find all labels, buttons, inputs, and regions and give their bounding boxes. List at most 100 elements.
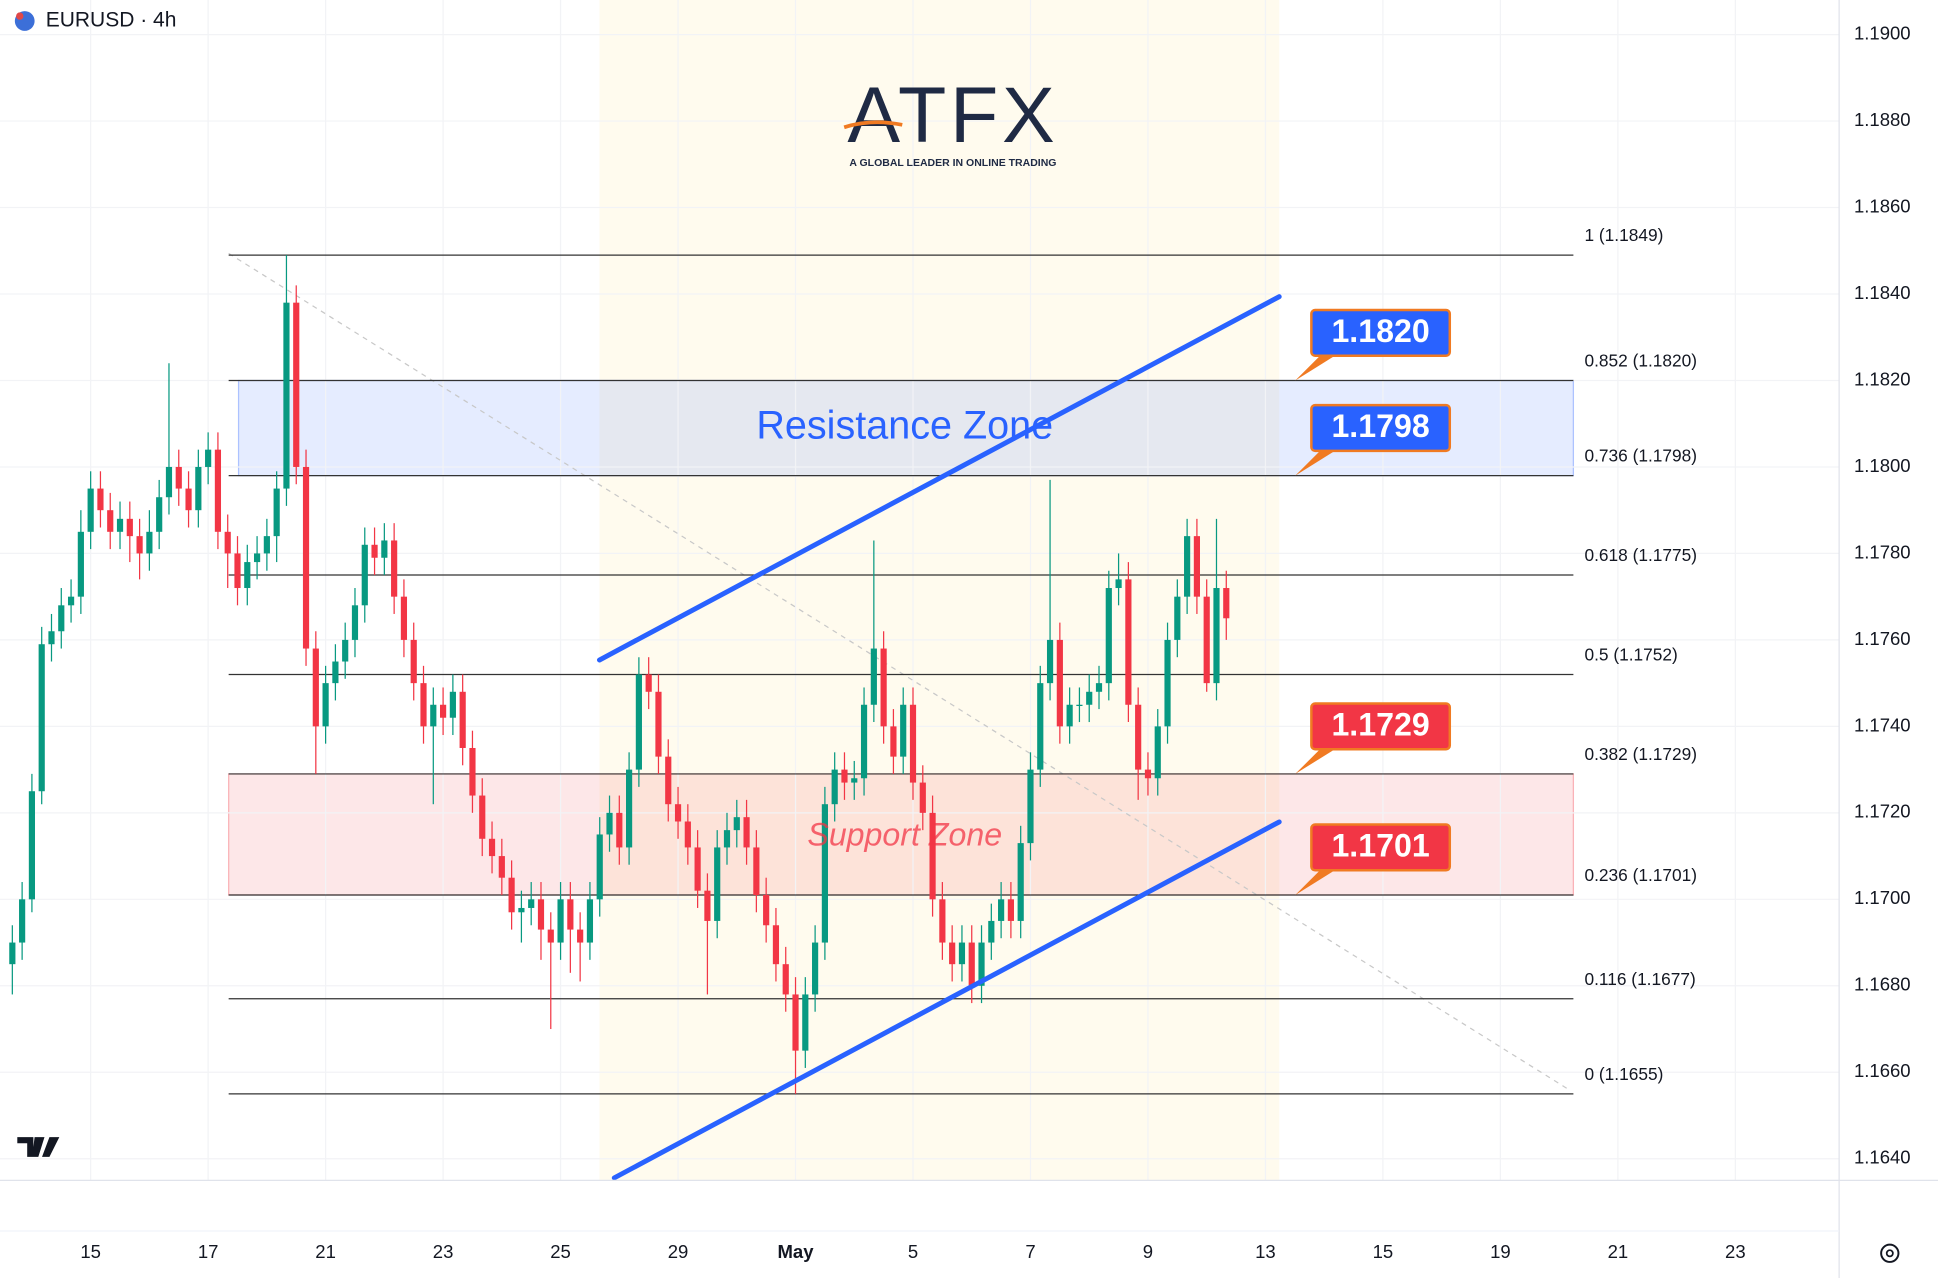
candle-body	[763, 894, 770, 926]
candle-body	[205, 449, 212, 467]
tv-logo	[17, 1137, 60, 1157]
candle-body	[136, 536, 143, 554]
candle-body	[28, 791, 36, 900]
x-tick-label: 5	[908, 1241, 918, 1262]
candle-body	[812, 942, 819, 995]
candle-body	[919, 782, 926, 813]
candle-body	[1037, 683, 1044, 770]
candle-body	[479, 795, 486, 839]
candle-body	[792, 994, 799, 1051]
candle-body	[1066, 704, 1073, 727]
candle-body	[420, 683, 427, 727]
candle-body	[831, 769, 838, 805]
candle-body	[635, 674, 642, 770]
candle-body	[684, 821, 691, 848]
callouts: 1.1820 1.1798 1.1729 1.1701	[1295, 308, 1452, 895]
logo-swoosh	[843, 120, 903, 130]
fib-label: 1 (1.1849)	[1585, 225, 1664, 245]
candle-body	[900, 704, 907, 757]
candle-body	[606, 812, 613, 835]
candle-body	[988, 920, 995, 943]
x-tick-label: 17	[198, 1241, 219, 1262]
candle-body	[439, 704, 447, 718]
candle-body	[498, 856, 505, 878]
candle-body	[596, 834, 603, 900]
candle-body	[547, 929, 554, 943]
candles	[9, 255, 1230, 1094]
candle-body	[156, 497, 163, 532]
candle-body	[586, 899, 594, 943]
candle-body	[185, 488, 192, 511]
fib-label: 0.382 (1.1729)	[1585, 744, 1698, 764]
candle-body	[58, 605, 65, 632]
x-tick-label: 29	[668, 1241, 689, 1262]
candle-body	[508, 877, 515, 913]
fib-levels: 1 (1.1849) 0.852 (1.1820) 0.736 (1.1798) 0.…	[228, 225, 1698, 1095]
y-tick-label: 1.1780	[1854, 541, 1911, 562]
candle-body	[1144, 769, 1152, 779]
y-tick-label: 1.1680	[1854, 974, 1911, 995]
settings-icon[interactable]	[1880, 1243, 1900, 1263]
y-tick-label: 1.1720	[1854, 801, 1911, 822]
zone-labels: Resistance Zone Support Zone	[756, 403, 1053, 852]
candle-body	[1056, 639, 1063, 727]
x-tick-label: 23	[433, 1241, 454, 1262]
x-tick-label: 25	[550, 1241, 571, 1262]
fib-label: 0.852 (1.1820)	[1585, 351, 1698, 371]
logo: ATFX A GLOBAL LEADER IN ONLINE TRADING	[843, 70, 1056, 169]
callout-label: 1.1820	[1331, 313, 1429, 349]
candle-body	[244, 562, 251, 589]
settings-gear[interactable]	[1880, 1243, 1900, 1263]
candle-body	[694, 847, 701, 891]
x-tick-label: May	[778, 1241, 815, 1262]
candle-body	[107, 510, 114, 532]
candle-body	[537, 899, 545, 930]
candle-body	[645, 674, 652, 692]
candle-body	[1223, 588, 1230, 619]
candle-body	[283, 302, 290, 489]
logo-tagline: A GLOBAL LEADER IN ONLINE TRADING	[849, 157, 1056, 169]
candle-body	[67, 596, 75, 606]
candle-body	[126, 518, 133, 537]
y-tick-label: 1.1900	[1854, 22, 1911, 43]
candle-body	[459, 691, 466, 748]
fib-label: 0.736 (1.1798)	[1585, 446, 1698, 466]
y-tick-label: 1.1840	[1854, 282, 1911, 303]
callout-box	[1310, 702, 1452, 751]
candle-body	[19, 899, 26, 943]
candle-body	[518, 907, 525, 913]
x-tick-label: 15	[80, 1241, 101, 1262]
candle-body	[1174, 596, 1181, 640]
header: EURUSD · 4h	[14, 9, 176, 32]
candle-body	[469, 747, 476, 796]
candle-body	[655, 691, 662, 757]
candle-body	[77, 531, 84, 597]
callout-label: 1.1729	[1331, 706, 1429, 742]
x-tick-label: 13	[1255, 1241, 1276, 1262]
candle-body	[253, 553, 261, 563]
candle-body	[567, 899, 574, 930]
candle-body	[1203, 596, 1210, 684]
x-tick-label: 7	[1025, 1241, 1035, 1262]
callout-label: 1.1798	[1331, 408, 1429, 444]
candle-body	[312, 648, 319, 727]
axes: 1.1900 1.1880 1.1860 1.1840 1.1820 1.1800 1.17…	[80, 22, 1910, 1262]
candle-body	[880, 648, 887, 727]
fib-label: 0.236 (1.1701)	[1585, 865, 1698, 885]
candle-body	[1193, 536, 1200, 597]
y-tick-label: 1.1860	[1854, 195, 1911, 216]
candle-body	[449, 691, 456, 718]
candle-body	[890, 726, 897, 757]
candle-body	[175, 466, 182, 489]
candle-body	[958, 942, 966, 965]
candle-body	[273, 488, 280, 537]
candle-body	[978, 942, 985, 986]
candle-body	[48, 631, 55, 645]
fib-label: 0 (1.1655)	[1585, 1064, 1664, 1084]
candle-body	[9, 942, 16, 965]
candle-body	[528, 899, 535, 908]
y-tick-label: 1.1820	[1854, 368, 1911, 389]
y-tick-label: 1.1660	[1854, 1060, 1911, 1081]
candle-body	[371, 544, 378, 558]
candle-body	[410, 639, 417, 684]
